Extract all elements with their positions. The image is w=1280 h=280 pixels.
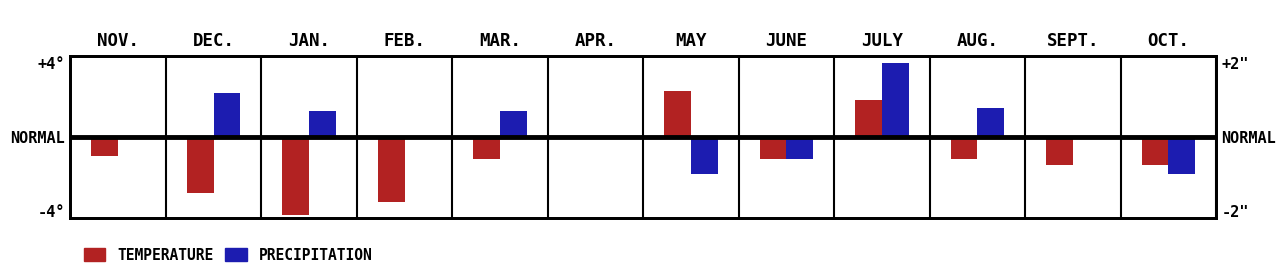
- Bar: [691, 137, 718, 174]
- Bar: [1046, 137, 1073, 165]
- Bar: [187, 137, 214, 193]
- Bar: [474, 137, 500, 159]
- Bar: [759, 137, 786, 159]
- Bar: [283, 137, 308, 215]
- Bar: [882, 63, 909, 137]
- Bar: [214, 93, 241, 137]
- Bar: [786, 137, 813, 159]
- Bar: [91, 137, 118, 156]
- Bar: [664, 91, 691, 137]
- Bar: [1142, 137, 1169, 165]
- Bar: [500, 111, 527, 137]
- Bar: [951, 137, 978, 159]
- Bar: [978, 108, 1004, 137]
- Legend: TEMPERATURE, PRECIPITATION: TEMPERATURE, PRECIPITATION: [78, 242, 378, 269]
- Bar: [308, 111, 335, 137]
- Bar: [855, 100, 882, 137]
- Bar: [378, 137, 404, 202]
- Bar: [1169, 137, 1196, 174]
